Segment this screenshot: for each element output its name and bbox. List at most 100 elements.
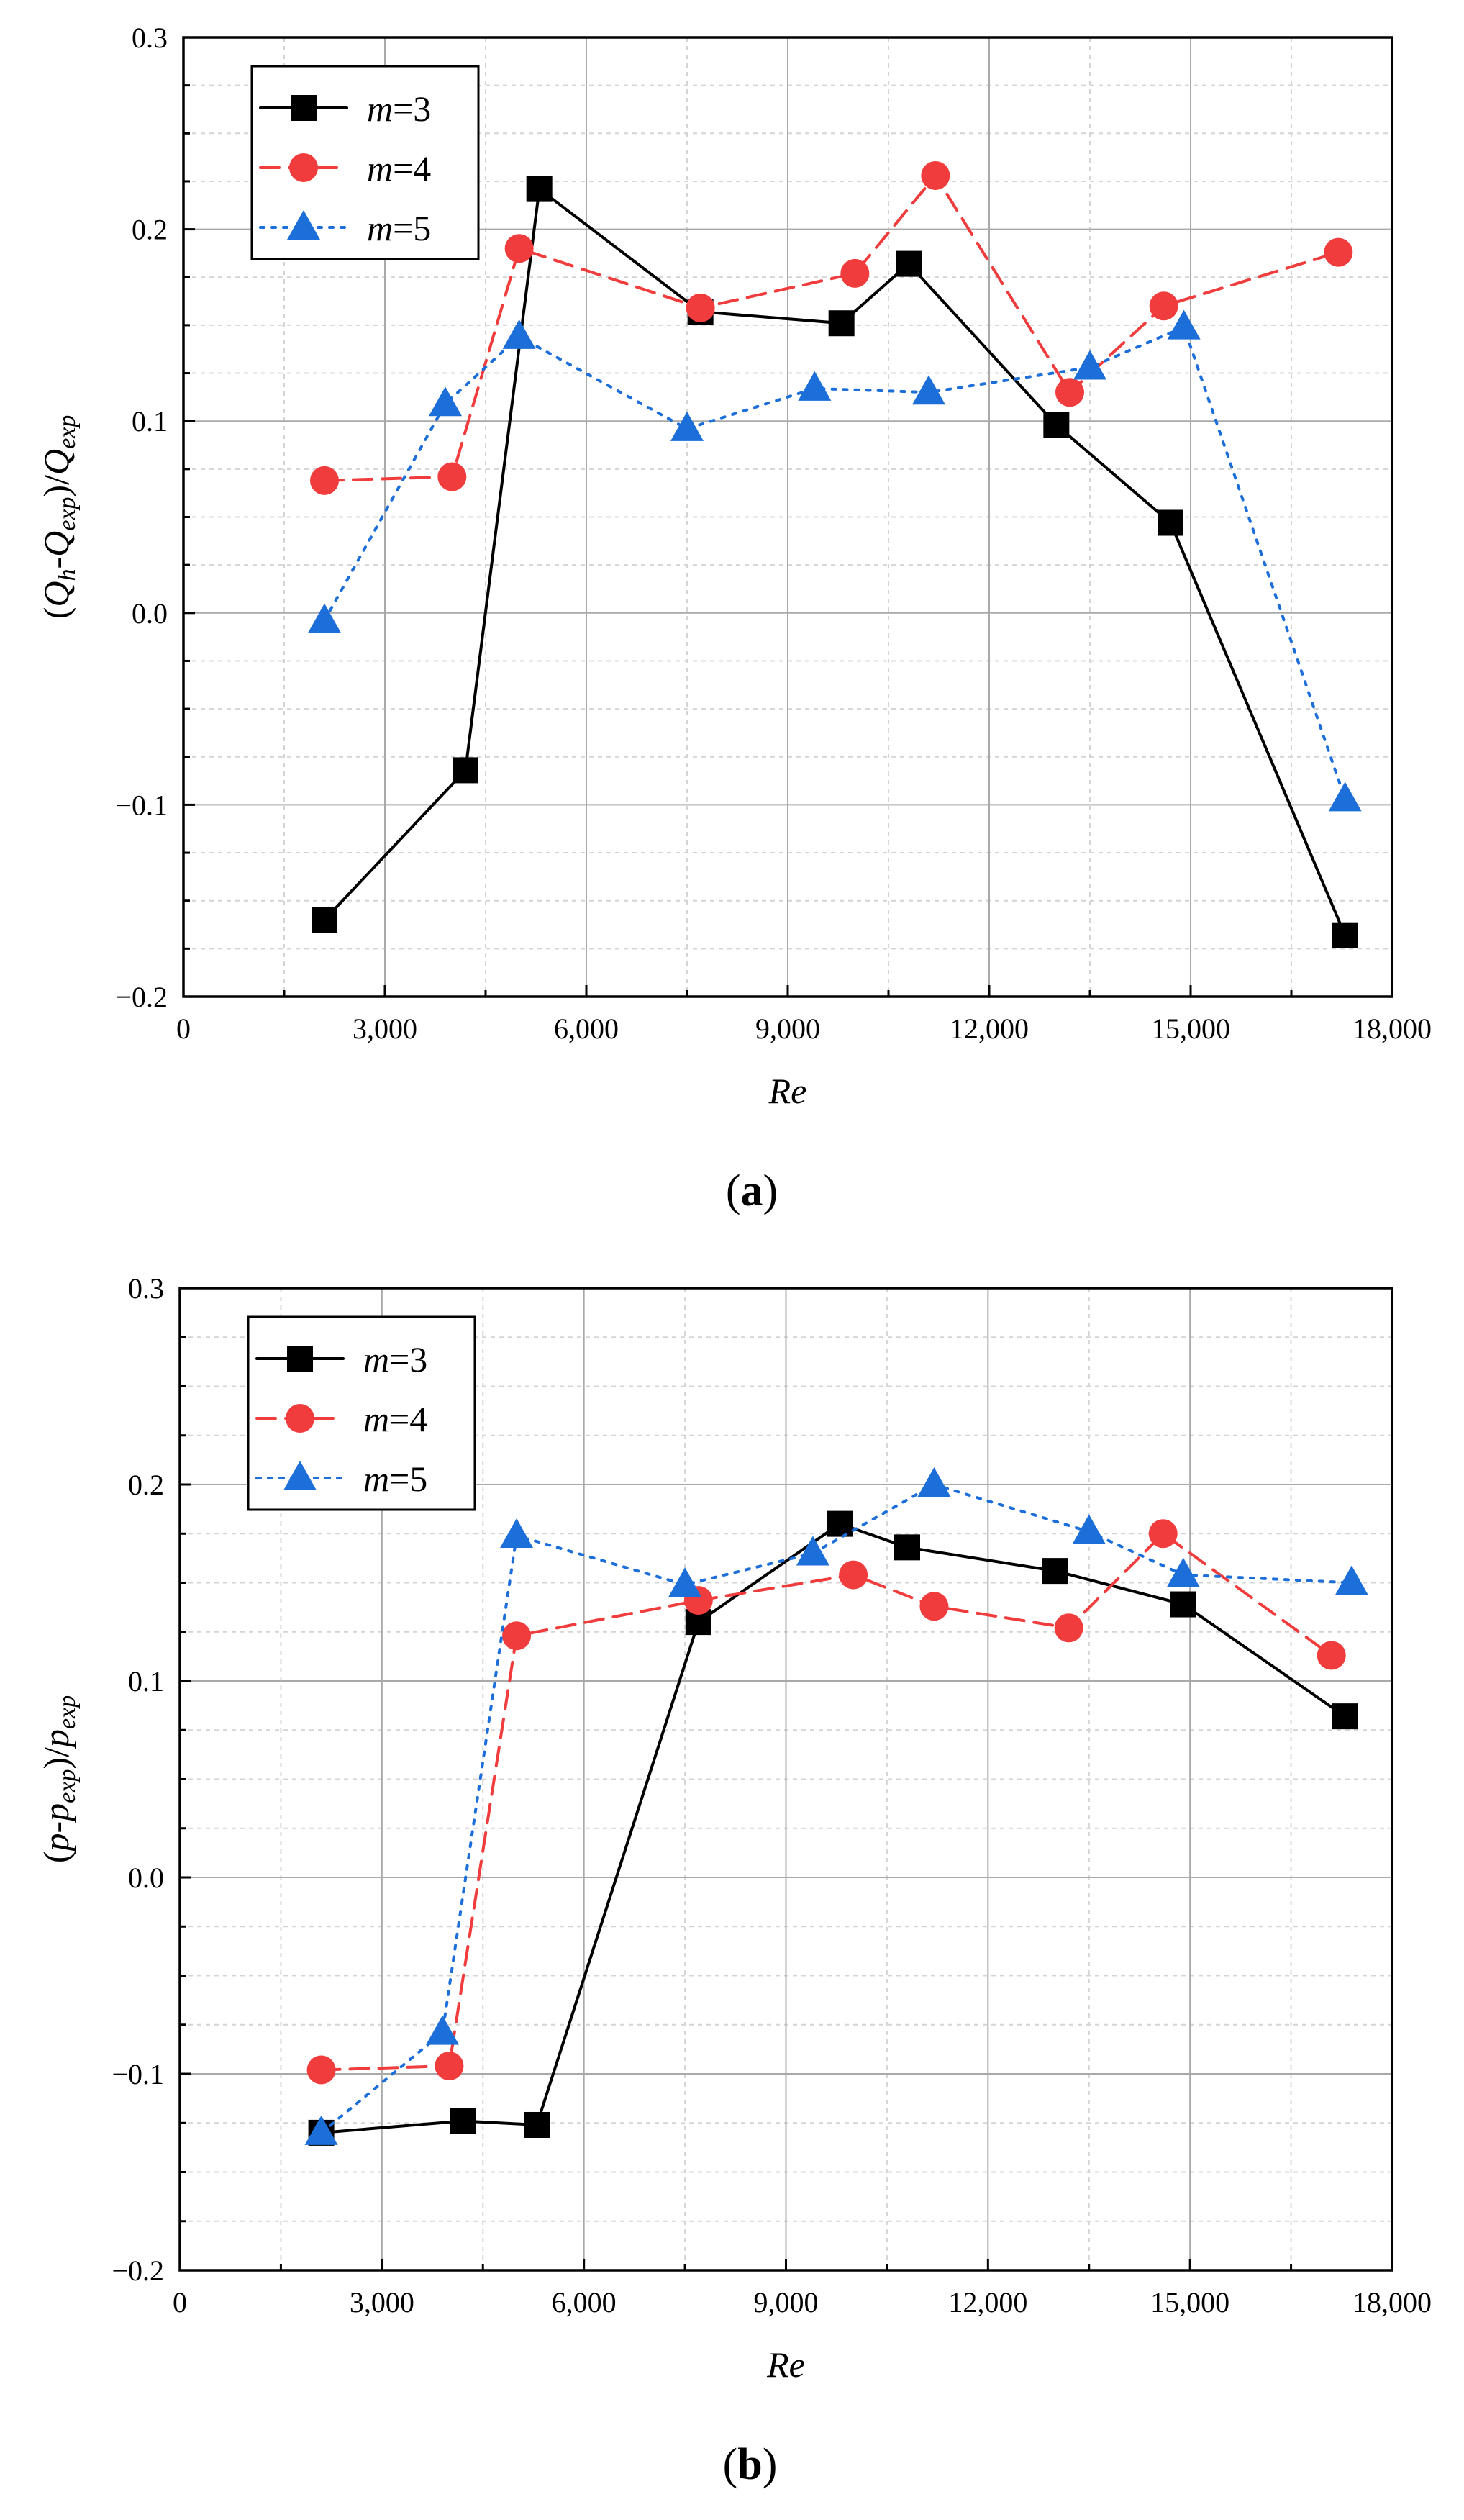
x-tick-label: 3,000 — [353, 1012, 417, 1045]
y-axis-title-part: p — [36, 1833, 76, 1853]
x-tick-label: 15,000 — [1150, 2286, 1229, 2319]
panel-label-close: ) — [763, 2440, 778, 2489]
y-axis-title-part: - — [36, 557, 76, 569]
legend: m=3m=4m=5 — [250, 65, 480, 260]
data-point — [1158, 509, 1183, 536]
data-point — [1332, 1703, 1358, 1730]
x-tick-label: 3,000 — [350, 2286, 414, 2319]
legend-entry: m=5 — [367, 208, 431, 248]
series-m4 — [310, 160, 1353, 495]
data-point — [504, 234, 534, 263]
panel-label-letter: a — [741, 1166, 763, 1215]
data-point — [502, 1621, 532, 1651]
data-point — [919, 1592, 949, 1621]
legend-entry-var: m — [363, 1399, 389, 1439]
data-point — [1166, 1557, 1200, 1587]
y-axis-title: (Qh-Qexp)/Qexp — [36, 415, 81, 620]
data-point — [1149, 291, 1178, 321]
legend-marker — [286, 1404, 314, 1433]
chart-panel-a: 0 3,000 6,000 9,000 12,000 15,000 18,000 −0.2 −0… — [36, 22, 1432, 1215]
data-point — [668, 1567, 702, 1597]
panel-label: (a) — [726, 1166, 778, 1215]
data-point — [435, 2052, 464, 2081]
legend-marker — [289, 153, 318, 182]
data-point — [1055, 378, 1084, 407]
data-point — [306, 2055, 336, 2085]
data-point — [827, 1510, 853, 1537]
data-point — [798, 371, 832, 401]
data-point — [308, 603, 341, 633]
y-tick-label: 0.2 — [132, 214, 168, 246]
legend-entry: m=5 — [363, 1459, 427, 1499]
legend-entry-value: =5 — [393, 208, 431, 248]
x-tick-label: 12,000 — [948, 2286, 1027, 2319]
x-tick-label: 0 — [173, 2286, 187, 2319]
data-point — [670, 411, 704, 441]
data-point — [839, 1560, 868, 1590]
x-axis-title: Re — [768, 1071, 807, 1111]
legend-entry: m=3 — [367, 89, 431, 129]
legend-box — [250, 65, 480, 260]
x-tick-label: 6,000 — [552, 2286, 617, 2319]
y-tick-label: 0.1 — [132, 405, 168, 438]
data-point — [524, 2111, 550, 2138]
tick-labels: 0 3,000 6,000 9,000 12,000 15,000 18,000 −0.2 −0… — [112, 1272, 1432, 2319]
panel-label-close: ) — [763, 1166, 778, 1215]
y-axis-title-part: h — [54, 569, 81, 581]
data-point — [912, 375, 945, 405]
y-axis-title-part: exp — [54, 497, 81, 531]
data-point — [1170, 1591, 1196, 1618]
panel-label-letter: b — [737, 2440, 762, 2489]
legend-entry-value: =4 — [393, 148, 431, 189]
data-point — [921, 160, 950, 190]
legend-entry: m=3 — [363, 1339, 427, 1379]
legend-box — [247, 1315, 476, 1511]
data-point — [828, 310, 855, 337]
y-axis-title-part: Q — [36, 449, 76, 475]
data-point — [1072, 1514, 1106, 1544]
series-m4 — [306, 1519, 1346, 2085]
series-m5 — [304, 1467, 1368, 2145]
data-point — [840, 258, 870, 288]
y-axis-title-part: p — [36, 1729, 76, 1749]
y-axis-title-part: - — [36, 1821, 76, 1834]
data-point — [310, 466, 339, 495]
y-tick-label: 0.3 — [132, 22, 168, 54]
x-tick-label: 18,000 — [1352, 1012, 1432, 1045]
data-point — [1332, 922, 1358, 948]
legend-entry: m=4 — [363, 1399, 427, 1439]
data-point — [500, 1518, 534, 1548]
series-line — [323, 186, 1347, 937]
x-tick-label: 6,000 — [554, 1012, 619, 1045]
data-point — [526, 176, 553, 202]
data-point — [686, 293, 715, 322]
legend-marker — [287, 1346, 313, 1372]
tick-labels: 0 3,000 6,000 9,000 12,000 15,000 18,000 −0.2 −0… — [115, 22, 1432, 1045]
data-point — [796, 1536, 829, 1566]
x-tick-label: 15,000 — [1151, 1012, 1230, 1045]
y-axis-title-part: exp — [54, 1769, 81, 1803]
x-axis-title: Re — [766, 2344, 805, 2385]
x-tick-label: 12,000 — [950, 1012, 1029, 1045]
series-m3 — [312, 176, 1358, 948]
y-tick-label: −0.1 — [115, 789, 168, 821]
series-line — [323, 325, 1347, 801]
legend: m=3 m=4 m=5 — [247, 1315, 476, 1511]
y-tick-label: 0.0 — [128, 1862, 164, 1894]
y-tick-label: 0.2 — [128, 1469, 164, 1501]
data-point — [312, 907, 337, 933]
data-point — [450, 2108, 476, 2134]
series-m5 — [308, 309, 1362, 812]
data-point — [1317, 1641, 1346, 1670]
chart-panel-b: 0 3,000 6,000 9,000 12,000 15,000 18,000 −0.2 −0… — [36, 1272, 1432, 2489]
data-point — [917, 1467, 951, 1497]
panel-label: (b) — [723, 2440, 778, 2489]
y-tick-label: −0.1 — [112, 2058, 164, 2090]
series-line — [323, 173, 1340, 482]
data-point — [1042, 1558, 1068, 1585]
legend-entry-value: =3 — [393, 89, 431, 129]
ticks — [182, 36, 1393, 998]
data-point — [437, 462, 467, 491]
series-line — [319, 1482, 1353, 2134]
